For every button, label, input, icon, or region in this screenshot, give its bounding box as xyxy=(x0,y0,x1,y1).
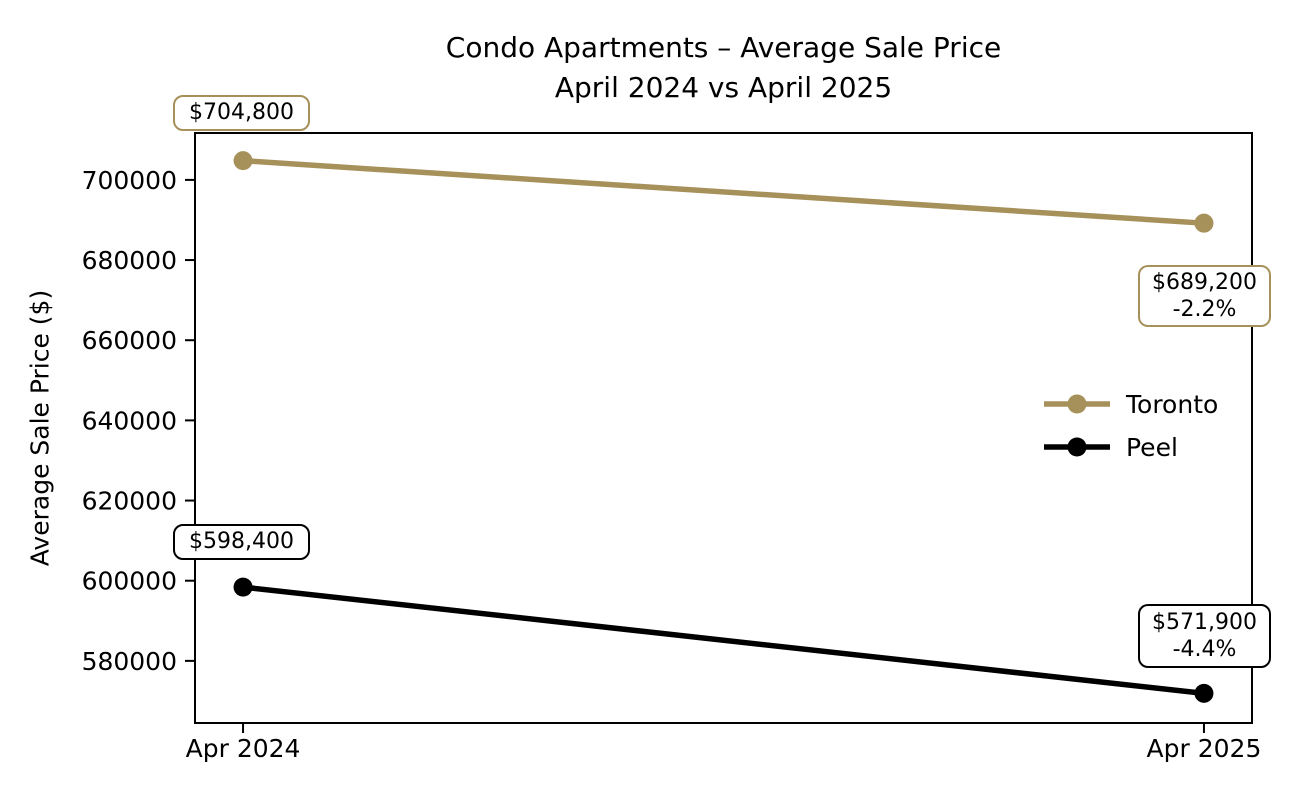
annotation-peel-apr-2024: $598,400 xyxy=(173,524,310,560)
y-tick-label: 620000 xyxy=(82,487,177,516)
legend-label-peel: Peel xyxy=(1126,433,1178,462)
axes-frame xyxy=(194,132,1253,724)
series-line-toronto xyxy=(242,157,1205,226)
chart-title: Condo Apartments – Average Sale Price Ap… xyxy=(195,28,1252,108)
annotation-text-line: $598,400 xyxy=(189,529,294,555)
y-tick-label: 600000 xyxy=(82,567,177,596)
series-line-peel xyxy=(242,584,1205,697)
legend-label-toronto: Toronto xyxy=(1125,390,1218,419)
y-tick-label: 680000 xyxy=(82,246,177,275)
x-tick-label-apr-2025: Apr 2025 xyxy=(1147,734,1262,763)
annotation-text-line: -4.4% xyxy=(1172,637,1237,662)
y-tick-label: 640000 xyxy=(82,406,177,435)
annotation-toronto-apr-2024: $704,800 xyxy=(173,95,310,131)
annotation-text-line: $571,900 xyxy=(1152,609,1257,635)
legend-marker-toronto xyxy=(1067,394,1087,414)
chart-title-line1: Condo Apartments – Average Sale Price xyxy=(445,31,1002,64)
data-point-peel-apr-2024 xyxy=(233,577,253,597)
legend-item-peel: Peel xyxy=(1044,433,1178,462)
y-tick-label: 700000 xyxy=(82,166,177,195)
y-tick-label: 660000 xyxy=(82,326,177,355)
annotation-peel-apr-2025: $571,900 -4.4% xyxy=(1138,604,1271,668)
y-tick-label: 580000 xyxy=(82,647,177,676)
data-point-peel-apr-2025 xyxy=(1194,683,1214,703)
annotation-text-line: $689,200 xyxy=(1152,269,1257,295)
chart-title-line2: April 2024 vs April 2025 xyxy=(554,71,893,104)
data-point-toronto-apr-2025 xyxy=(1194,213,1214,233)
legend-marker-peel xyxy=(1067,437,1087,457)
annotation-text-line: $704,800 xyxy=(189,100,294,126)
annotation-toronto-apr-2025: $689,200 -2.2% xyxy=(1138,265,1271,327)
data-point-toronto-apr-2024 xyxy=(233,151,253,171)
x-tick-label-apr-2024: Apr 2024 xyxy=(186,734,301,763)
annotation-text-line: -2.2% xyxy=(1172,297,1237,322)
legend-item-toronto: Toronto xyxy=(1044,390,1218,419)
